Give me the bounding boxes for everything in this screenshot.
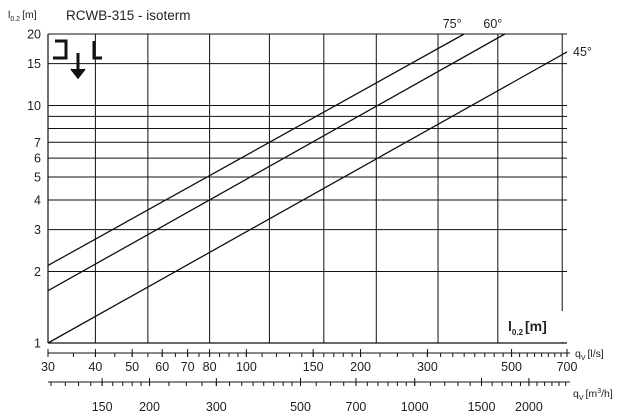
x-tick-label: 300 xyxy=(417,360,438,374)
svg-text:l0.2[m]: l0.2 [m] xyxy=(508,318,547,337)
x2-tick-label: 300 xyxy=(206,400,227,414)
x2-tick-label: 500 xyxy=(290,400,311,414)
x-tick-label: 70 xyxy=(181,360,195,374)
x-tick-label: 500 xyxy=(501,360,522,374)
x2-tick-label: 2000 xyxy=(515,400,543,414)
series-label: 60° xyxy=(483,17,502,31)
x-tick-label: 200 xyxy=(350,360,371,374)
series-label: 75° xyxy=(443,17,462,31)
y-tick-label: 4 xyxy=(34,194,41,208)
y-tick-label: 20 xyxy=(27,28,41,42)
series-label: 45° xyxy=(573,45,592,59)
x-tick-label: 80 xyxy=(203,360,217,374)
x2-tick-label: 200 xyxy=(139,400,160,414)
svg-text:qV[m3/h]: qV [m3/h] xyxy=(573,388,613,402)
x-tick-label: 60 xyxy=(155,360,169,374)
axes: 1 2 3 4 5 6 7 10 15 20 30 40 50 60 70 80 100 150 200 300 500… xyxy=(27,28,577,415)
l02-label-box: l0.2 [m] xyxy=(500,311,568,342)
x-tick-label: 700 xyxy=(557,360,578,374)
y-tick-label: 3 xyxy=(34,223,41,237)
y-tick-label: 7 xyxy=(34,136,41,150)
x-tick-label: 50 xyxy=(125,360,139,374)
series-line xyxy=(47,33,506,292)
grid xyxy=(48,33,567,344)
x-tick-label: 30 xyxy=(41,360,55,374)
x2-tick-label: 150 xyxy=(92,400,113,414)
y-tick-label: 1 xyxy=(34,337,41,351)
x2-tick-label: 700 xyxy=(346,400,367,414)
x-tick-label: 100 xyxy=(236,360,257,374)
y-tick-label: 6 xyxy=(34,152,41,166)
x2-tick-label: 1000 xyxy=(401,400,429,414)
x-tick-label: 40 xyxy=(88,360,102,374)
series-lines: 75° 60° 45° xyxy=(47,17,592,344)
y-tick-label: 10 xyxy=(27,99,41,113)
y-tick-label: 2 xyxy=(34,265,41,279)
chart-title: RCWB-315 - isoterm xyxy=(66,8,191,23)
series-line xyxy=(47,51,568,344)
y-tick-label: 5 xyxy=(34,170,41,184)
x-axis-label: qV [l/s] xyxy=(575,348,604,362)
svg-text:qV[l/s]: qV [l/s] xyxy=(575,348,604,362)
x2-tick-label: 1500 xyxy=(468,400,496,414)
svg-text:l0.2[m]: l0.2 [m] xyxy=(8,9,37,23)
y-axis-label: l0.2 [m] xyxy=(8,9,37,23)
y-tick-label: 15 xyxy=(27,57,41,71)
x2-axis-label: qV [m3/h] xyxy=(573,388,613,402)
air-throw-pattern-icon xyxy=(53,39,102,80)
x-tick-label: 150 xyxy=(303,360,324,374)
series-line xyxy=(47,33,465,267)
